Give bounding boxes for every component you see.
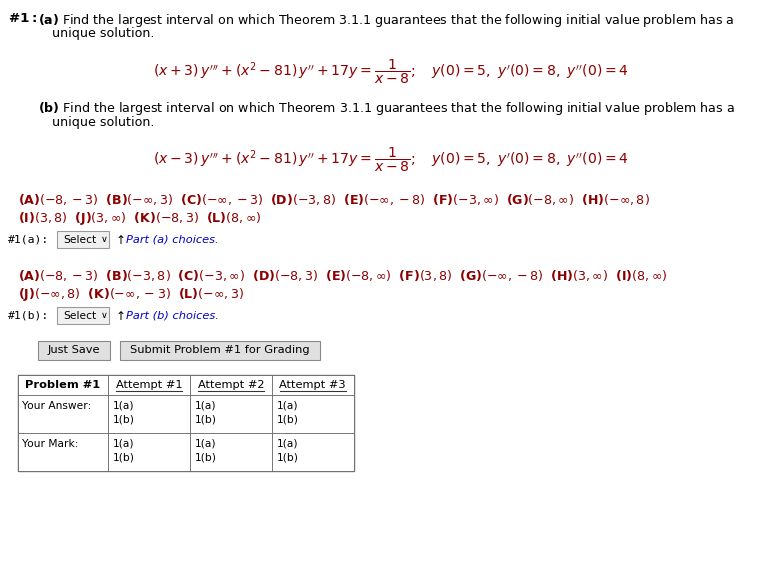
- Text: ∨: ∨: [101, 235, 108, 244]
- Text: $(x + 3)\,y^{\prime\prime\prime} + (x^2 - 81)\,y^{\prime\prime} + 17y = \dfrac{1: $(x + 3)\,y^{\prime\prime\prime} + (x^2 …: [153, 57, 629, 86]
- FancyBboxPatch shape: [108, 375, 190, 395]
- Text: Select: Select: [63, 235, 96, 245]
- Text: #1(a):: #1(a):: [8, 234, 49, 244]
- Text: $\mathbf{(J)}$$(-\infty, 8)$  $\mathbf{(K)}$$(-\infty,-3)$  $\mathbf{(L)}$$(-\in: $\mathbf{(J)}$$(-\infty, 8)$ $\mathbf{(K…: [18, 286, 244, 303]
- FancyBboxPatch shape: [38, 341, 109, 360]
- FancyBboxPatch shape: [18, 433, 108, 471]
- Text: Problem #1: Problem #1: [25, 380, 100, 390]
- Text: 1(b): 1(b): [277, 453, 299, 463]
- Text: unique solution.: unique solution.: [52, 116, 154, 129]
- Text: 1(a): 1(a): [113, 401, 135, 411]
- FancyBboxPatch shape: [271, 375, 353, 395]
- Text: Part (b) choices.: Part (b) choices.: [126, 310, 219, 320]
- Text: ↑: ↑: [116, 234, 126, 247]
- Text: $\mathbf{\#1:}$: $\mathbf{\#1:}$: [8, 12, 37, 25]
- Text: Your Mark:: Your Mark:: [22, 439, 78, 449]
- Text: 1(a): 1(a): [195, 401, 217, 411]
- FancyBboxPatch shape: [57, 307, 109, 324]
- Text: Your Answer:: Your Answer:: [22, 401, 91, 411]
- Text: $(x - 3)\,y^{\prime\prime\prime} + (x^2 - 81)\,y^{\prime\prime} + 17y = \dfrac{1: $(x - 3)\,y^{\prime\prime\prime} + (x^2 …: [153, 145, 629, 173]
- Text: #1(b):: #1(b):: [8, 310, 49, 320]
- Text: 1(b): 1(b): [277, 415, 299, 425]
- Text: Submit Problem #1 for Grading: Submit Problem #1 for Grading: [130, 346, 310, 355]
- Text: Attempt #1: Attempt #1: [116, 380, 182, 390]
- Text: Part (a) choices.: Part (a) choices.: [126, 234, 218, 244]
- FancyBboxPatch shape: [271, 395, 353, 433]
- FancyBboxPatch shape: [190, 395, 271, 433]
- Text: 1(a): 1(a): [277, 401, 298, 411]
- FancyBboxPatch shape: [18, 375, 108, 395]
- FancyBboxPatch shape: [120, 341, 320, 360]
- FancyBboxPatch shape: [18, 375, 353, 471]
- FancyBboxPatch shape: [108, 395, 190, 433]
- FancyBboxPatch shape: [190, 433, 271, 471]
- FancyBboxPatch shape: [190, 375, 271, 395]
- Text: $\mathbf{(a)}$ Find the largest interval on which Theorem 3.1.1 guarantees that : $\mathbf{(a)}$ Find the largest interval…: [38, 12, 734, 29]
- FancyBboxPatch shape: [108, 433, 190, 471]
- Text: $\mathbf{(A)}$$(-8,-3)$  $\mathbf{(B)}$$(-3, 8)$  $\mathbf{(C)}$$(-3,\infty)$  $: $\mathbf{(A)}$$(-8,-3)$ $\mathbf{(B)}$$(…: [18, 268, 667, 283]
- Text: 1(b): 1(b): [113, 415, 135, 425]
- Text: Just Save: Just Save: [48, 346, 100, 355]
- Text: $\mathbf{(I)}$$(3, 8)$  $\mathbf{(J)}$$(3,\infty)$  $\mathbf{(K)}$$(-8, 3)$  $\m: $\mathbf{(I)}$$(3, 8)$ $\mathbf{(J)}$$(3…: [18, 210, 261, 227]
- Text: ∨: ∨: [101, 311, 108, 320]
- Text: Attempt #2: Attempt #2: [198, 380, 264, 390]
- Text: $\mathbf{(b)}$ Find the largest interval on which Theorem 3.1.1 guarantees that : $\mathbf{(b)}$ Find the largest interval…: [38, 100, 734, 117]
- Text: 1(b): 1(b): [195, 415, 217, 425]
- FancyBboxPatch shape: [57, 231, 109, 248]
- Text: 1(a): 1(a): [195, 439, 217, 449]
- Text: 1(b): 1(b): [113, 453, 135, 463]
- FancyBboxPatch shape: [18, 395, 108, 433]
- Text: 1(b): 1(b): [195, 453, 217, 463]
- Text: Attempt #3: Attempt #3: [279, 380, 346, 390]
- Text: 1(a): 1(a): [113, 439, 135, 449]
- Text: Select: Select: [63, 311, 96, 320]
- Text: 1(a): 1(a): [277, 439, 298, 449]
- Text: unique solution.: unique solution.: [52, 27, 154, 40]
- Text: ↑: ↑: [116, 310, 126, 323]
- Text: $\mathbf{(A)}$$(-8,-3)$  $\mathbf{(B)}$$(-\infty, 3)$  $\mathbf{(C)}$$(-\infty,-: $\mathbf{(A)}$$(-8,-3)$ $\mathbf{(B)}$$(…: [18, 192, 650, 207]
- FancyBboxPatch shape: [271, 433, 353, 471]
